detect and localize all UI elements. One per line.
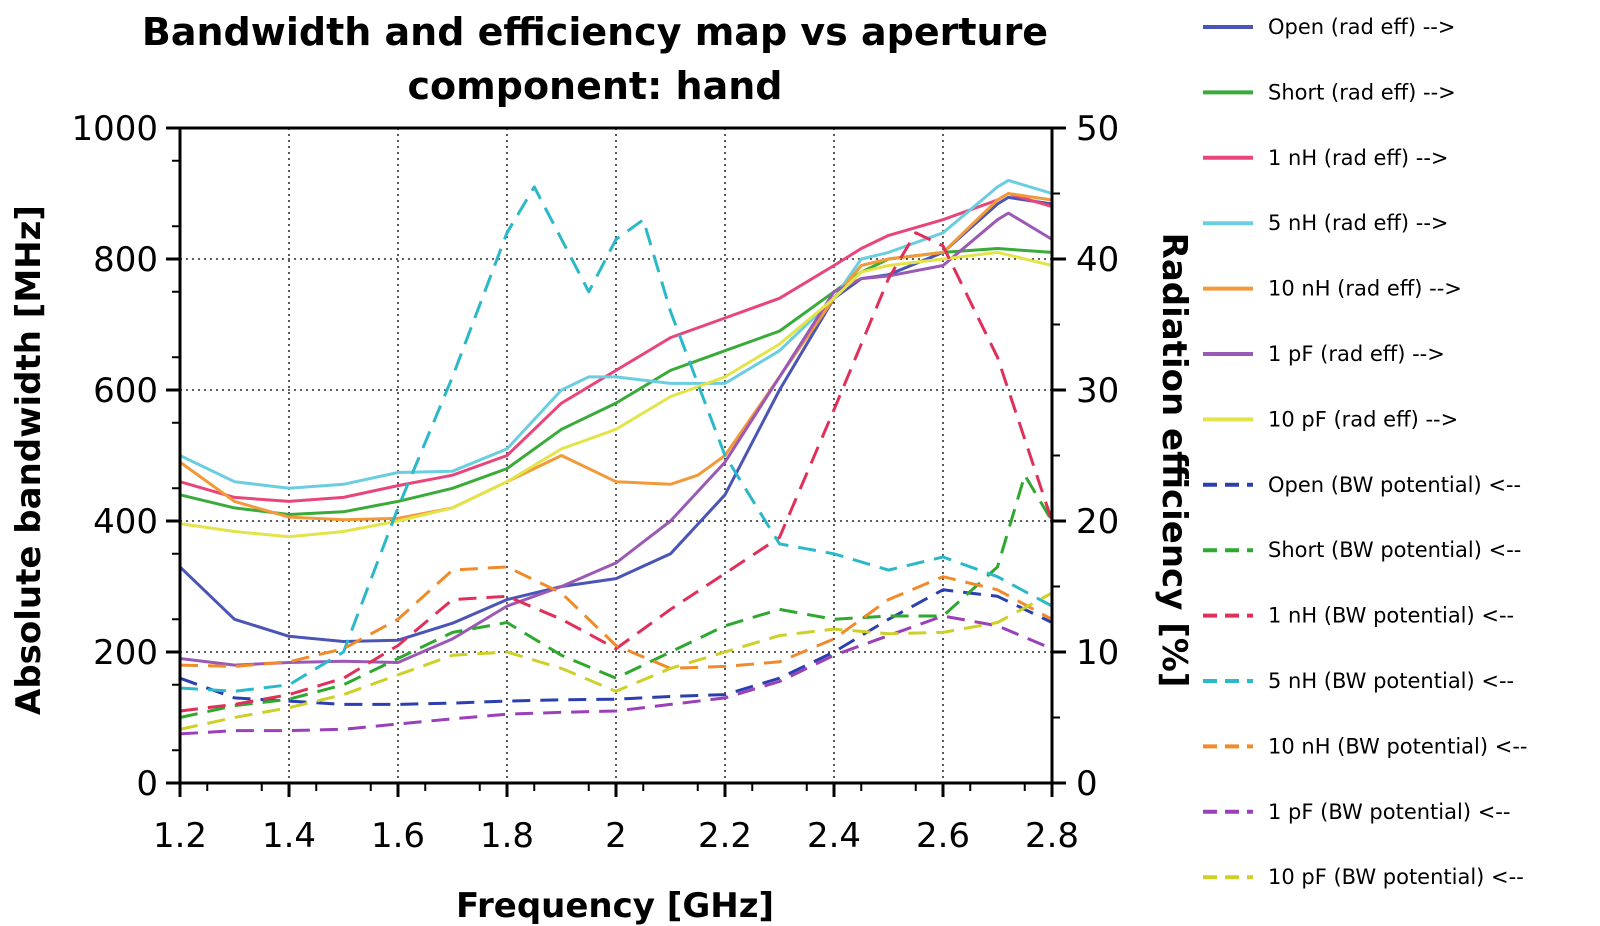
axes: 1.2 1.4 1.6 1.8 2 2.2 2.4 2.6 2.8020040060080010… (71, 109, 1119, 856)
legend-label: 5 nH (rad eff) --> (1268, 211, 1449, 235)
legend-label: 1 nH (BW potential) <-- (1268, 604, 1514, 628)
x-tick-label: 2 (605, 816, 627, 856)
series-line (179, 211, 1053, 667)
series-line (179, 614, 1053, 736)
x-tick-label: 2.6 (916, 816, 970, 856)
legend-label: 5 nH (BW potential) <-- (1268, 669, 1514, 693)
x-tick-label: 1.4 (262, 816, 316, 856)
x-tick-label: 2.8 (1025, 816, 1079, 856)
series-line (179, 178, 1053, 490)
y2-tick-label: 50 (1076, 109, 1119, 149)
series-line (179, 591, 1053, 731)
y2-tick-label: 30 (1076, 371, 1119, 411)
series-line (179, 473, 1054, 719)
y-axis-label: Absolute bandwidth [MHz] (9, 205, 49, 715)
legend-label: Short (rad eff) --> (1268, 80, 1456, 104)
legend-label: 1 nH (rad eff) --> (1268, 146, 1449, 170)
legend-label: 10 pF (rad eff) --> (1268, 407, 1458, 431)
y2-tick-label: 20 (1076, 502, 1119, 542)
series-line (179, 231, 1054, 713)
series-line (179, 192, 1053, 522)
series-line (178, 195, 1053, 643)
series-group (178, 178, 1054, 736)
y2-tick-label: 0 (1076, 764, 1098, 804)
series-line (179, 565, 1053, 670)
legend-label: Open (rad eff) --> (1268, 15, 1455, 39)
y-tick-label: 400 (93, 502, 158, 542)
x-tick-label: 1.6 (371, 816, 425, 856)
series-line (179, 250, 1053, 539)
y-tick-label: 600 (93, 371, 158, 411)
legend-label: 1 pF (rad eff) --> (1268, 342, 1445, 366)
y-tick-label: 0 (136, 764, 158, 804)
chart-title: Bandwidth and efficiency map vs aperture (142, 10, 1048, 54)
legend: Open (rad eff) --> Short (rad eff) --> 1 n… (1203, 15, 1528, 889)
y2-axis-label: Radiation efficiency [%] (1154, 233, 1194, 688)
y2-tick-label: 10 (1076, 633, 1119, 673)
x-axis-label: Frequency [GHz] (456, 886, 774, 926)
legend-label: Open (BW potential) <-- (1268, 473, 1521, 497)
x-tick-label: 1.8 (480, 816, 534, 856)
y2-tick-label: 40 (1076, 240, 1119, 280)
legend-label: Short (BW potential) <-- (1268, 538, 1521, 562)
y-tick-label: 1000 (71, 109, 158, 149)
legend-label: 10 nH (BW potential) <-- (1268, 734, 1528, 758)
legend-label: 10 pF (BW potential) <-- (1268, 865, 1524, 889)
x-tick-label: 1.2 (153, 816, 207, 856)
x-tick-label: 2.2 (698, 816, 752, 856)
chart-subtitle: component: hand (408, 64, 783, 108)
series-line (179, 185, 1053, 693)
x-tick-label: 2.4 (807, 816, 861, 856)
legend-label: 1 pF (BW potential) <-- (1268, 800, 1510, 824)
y-tick-label: 200 (93, 633, 158, 673)
series-line (179, 192, 1053, 503)
series-line (179, 588, 1053, 706)
y-tick-label: 800 (93, 240, 158, 280)
legend-label: 10 nH (rad eff) --> (1268, 277, 1462, 301)
